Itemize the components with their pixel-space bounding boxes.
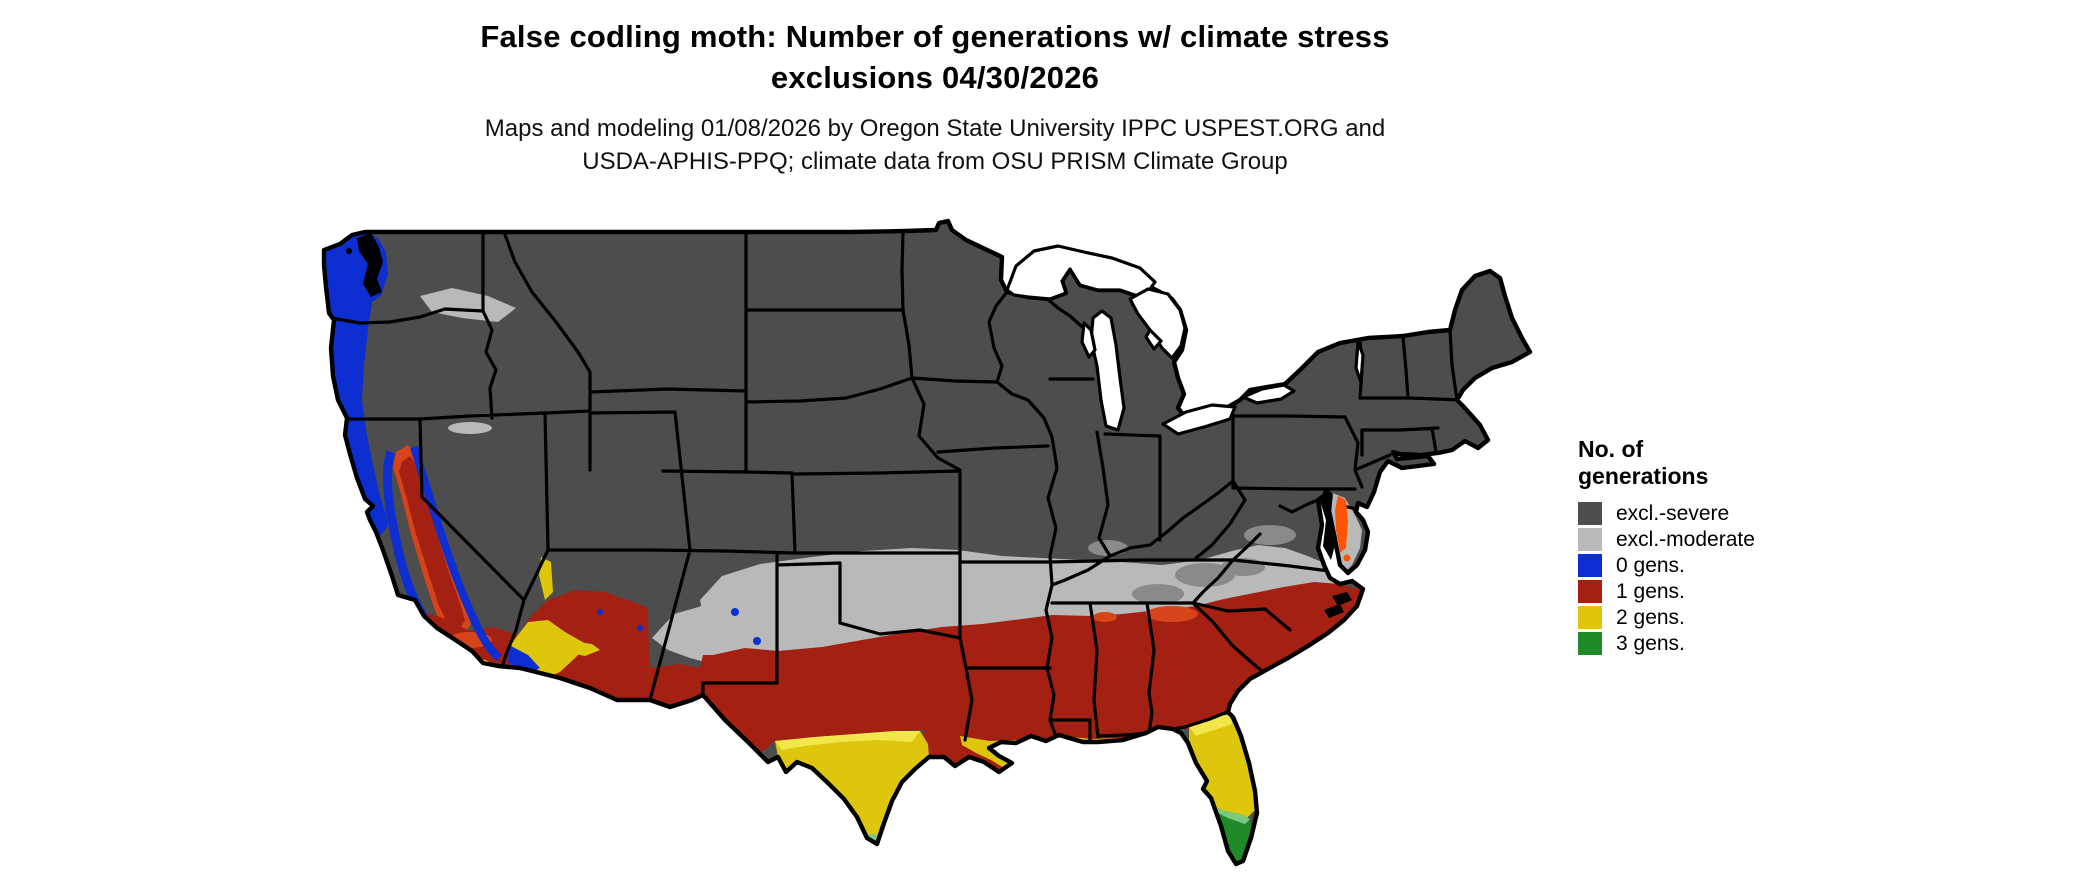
map-title-line1: False codling moth: Number of generation… — [480, 19, 1390, 54]
state-borders — [329, 230, 1464, 744]
legend-item-3-gens: 3 gens. — [1578, 632, 1878, 655]
puget-sound-dot — [346, 248, 352, 254]
saginaw-bay — [1144, 328, 1163, 351]
lake-michigan — [1089, 309, 1126, 432]
florida-keys-dot — [1233, 869, 1245, 874]
channel-island-dot — [439, 659, 449, 669]
lake-superior — [1005, 244, 1157, 301]
legend-swatch-excl-severe — [1578, 502, 1602, 525]
legend-title-line2: generations — [1578, 463, 1709, 489]
legend-item-0-gens: 0 gens. — [1578, 554, 1878, 577]
legend-label: excl.-moderate — [1616, 527, 1755, 551]
channel-island-dot — [466, 680, 474, 688]
map-legend: No. of generations excl.-severe excl.-mo… — [1578, 436, 1878, 655]
lake-erie — [1161, 403, 1237, 436]
gray-splotch — [1175, 563, 1235, 587]
region-0gen-dot — [731, 608, 739, 616]
green-bay — [1080, 321, 1097, 359]
legend-swatch-1-gens — [1578, 580, 1602, 603]
region-2gen-colorado-river — [539, 557, 553, 600]
pamlico-sound-water — [1332, 592, 1352, 606]
channel-island-dot — [420, 648, 428, 656]
map-fill-layers — [324, 221, 1530, 880]
region-0gen-sierra-east — [410, 445, 502, 662]
legend-swatch-3-gens — [1578, 632, 1602, 655]
legend-label: 2 gens. — [1616, 605, 1685, 629]
bright-red-accent — [1093, 612, 1117, 622]
region-0gen-dot — [597, 609, 603, 615]
legend-swatch-0-gens — [1578, 554, 1602, 577]
channel-island-dot — [404, 637, 412, 645]
legend-item-excl-severe: excl.-severe — [1578, 502, 1878, 525]
region-0gen-dot — [753, 637, 761, 645]
map-subtitle-line1: Maps and modeling 01/08/2026 by Oregon S… — [484, 115, 1386, 142]
map-subtitle-line2: USDA-APHIS-PPQ; climate data from OSU PR… — [582, 148, 1288, 175]
legend-swatch-excl-moderate — [1578, 528, 1602, 551]
map-subtitle: Maps and modeling 01/08/2026 by Oregon S… — [0, 112, 1870, 178]
legend-item-2-gens: 2 gens. — [1578, 606, 1878, 629]
region-excl-moderate-wa-patch — [420, 288, 516, 322]
region-orange-dot — [1343, 554, 1351, 562]
legend-label: 0 gens. — [1616, 553, 1685, 577]
legend-title: No. of generations — [1578, 436, 1878, 490]
florida-keys-dot — [1201, 872, 1211, 877]
bright-red-accent-tn-ga — [1146, 606, 1198, 622]
florida-keys-dot — [1216, 875, 1228, 880]
legend-label: 1 gens. — [1616, 579, 1685, 603]
legend-label: excl.-severe — [1616, 501, 1730, 525]
lake-champlain — [1354, 340, 1365, 384]
puget-sound-water — [357, 233, 383, 297]
lake-huron — [1128, 287, 1187, 360]
region-3gen-florida-light-band — [1207, 803, 1250, 824]
lake-ontario — [1241, 383, 1296, 405]
region-excl-moderate-speck — [448, 422, 492, 434]
legend-swatch-2-gens — [1578, 606, 1602, 629]
legend-item-1-gens: 1 gens. — [1578, 580, 1878, 603]
region-1gen-nm-strip — [650, 664, 703, 707]
region-0gen-dot — [637, 625, 643, 631]
region-excl-moderate-speck — [885, 613, 925, 627]
map-title-line2: exclusions 04/30/2026 — [770, 60, 1100, 95]
gray-splotch — [1244, 525, 1296, 545]
legend-label: 3 gens. — [1616, 631, 1685, 655]
legend-item-excl-moderate: excl.-moderate — [1578, 528, 1878, 551]
florida-keys-dot — [1247, 862, 1255, 864]
region-0gen-pacific-strip — [324, 232, 388, 536]
region-2gen-texas-fringe — [775, 731, 920, 750]
chesapeake-bay-water — [1320, 487, 1337, 560]
great-lakes — [1005, 244, 1365, 436]
region-2gen-az-tongue — [565, 640, 600, 656]
region-1gen-ca-valley-core — [399, 456, 465, 630]
region-2gen-south-texas — [775, 731, 929, 844]
albemarle-sound-water — [1324, 604, 1344, 618]
region-orange-chesapeake — [1335, 496, 1348, 553]
figure-header: False codling moth: Number of generation… — [0, 16, 1870, 178]
gray-splotch — [1132, 584, 1184, 604]
legend-title-line1: No. of — [1578, 436, 1644, 462]
us-outline — [321, 218, 1533, 867]
legend-items: excl.-severe excl.-moderate 0 gens. 1 ge… — [1578, 502, 1878, 655]
region-2gen-florida-fringe — [1189, 715, 1233, 736]
